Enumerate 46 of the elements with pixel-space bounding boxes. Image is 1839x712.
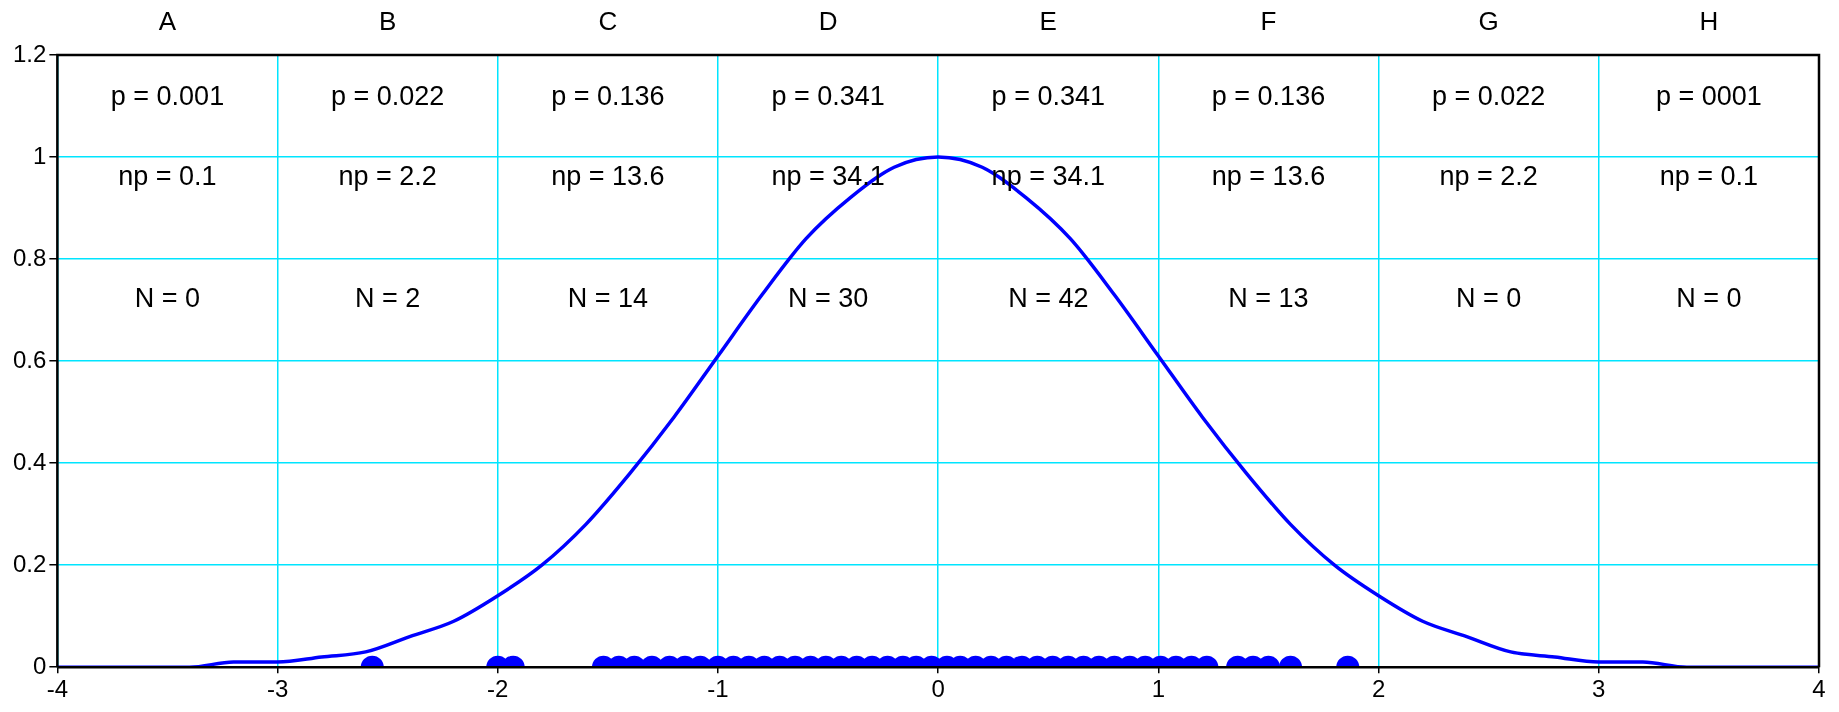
text: E — [1039, 6, 1057, 37]
x-tick-label: -2 — [487, 675, 509, 703]
y-tick-label: 1.2 — [12, 39, 47, 67]
y-tick-label: 0.8 — [12, 243, 47, 271]
annotation: N = 13 — [1228, 283, 1309, 314]
y-tick-label: 0.2 — [12, 549, 47, 577]
annotation: p = 0001 — [1655, 81, 1762, 112]
text: B — [379, 6, 397, 37]
annotation: p = 0.022 — [330, 81, 445, 112]
x-tick-label: -4 — [46, 675, 69, 703]
annotation: np = 2.2 — [1439, 160, 1538, 191]
x-tick-label: 4 — [1812, 675, 1826, 703]
annotation: p = 0.001 — [110, 81, 225, 112]
x-tick-label: 2 — [1371, 675, 1386, 703]
text: G — [1478, 6, 1499, 37]
annotation: p = 0.022 — [1432, 81, 1546, 112]
annotation: np = 2.2 — [338, 160, 437, 191]
y-tick-label: 0.4 — [12, 447, 47, 475]
annotation: np = 13.6 — [551, 160, 665, 191]
text: A — [158, 6, 177, 37]
annotation: np = 0.1 — [118, 160, 217, 191]
x-tick-label: -3 — [266, 675, 289, 703]
annotation: p = 0.341 — [771, 81, 885, 112]
text: F — [1260, 6, 1277, 37]
x-tick-label: 1 — [1151, 675, 1166, 703]
annotation: p = 0.136 — [551, 81, 665, 112]
annotation: N = 0 — [1676, 283, 1742, 314]
y-tick-label: 0.6 — [12, 345, 47, 373]
annotation: np = 13.6 — [1211, 160, 1326, 191]
x-tick-label: 3 — [1592, 675, 1606, 703]
x-tick-label: 0 — [931, 675, 945, 703]
annotation: p = 0.136 — [1211, 81, 1326, 112]
text: H — [1699, 6, 1719, 37]
annotation: N = 2 — [355, 283, 421, 314]
annotation: N = 30 — [787, 283, 869, 314]
annotation: N = 42 — [1008, 283, 1089, 314]
x-tick-label: -1 — [707, 675, 729, 703]
y-tick-label: 1 — [33, 141, 47, 169]
text: D — [818, 6, 838, 37]
annotation: np = 0.1 — [1659, 160, 1759, 191]
text: C — [598, 6, 618, 37]
annotation: N = 0 — [134, 283, 201, 314]
annotation: p = 0.341 — [991, 81, 1105, 112]
y-tick-label: 0 — [33, 651, 47, 679]
annotation: N = 0 — [1456, 283, 1522, 314]
annotation: N = 14 — [567, 283, 649, 314]
